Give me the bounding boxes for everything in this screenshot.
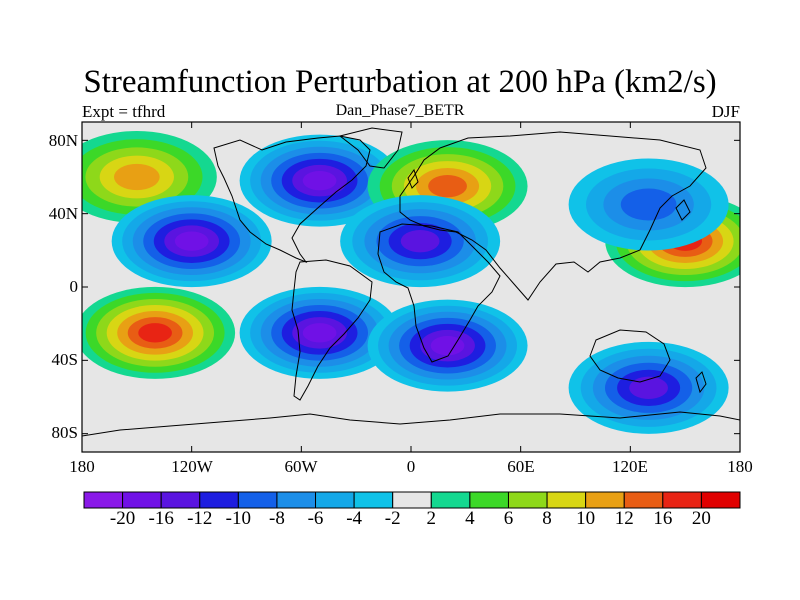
colorbar-label-4: -8 — [269, 508, 285, 529]
colorbar-label-7: -2 — [384, 508, 401, 529]
lat-label-0: 0 — [69, 277, 79, 296]
new-zealand-coast — [695, 371, 707, 394]
field-contour-8-6 — [302, 323, 337, 343]
colorbar-label-2: -12 — [187, 508, 213, 529]
south-america-coast — [291, 259, 373, 401]
colorbar-label-0: -20 — [109, 508, 136, 529]
north-america-coast — [213, 135, 371, 264]
lat-label-80n: 80N — [48, 131, 78, 150]
antarctica-coast — [82, 411, 740, 437]
lon-label-60e: 60E — [507, 457, 535, 476]
colorbar-box-13 — [585, 491, 625, 509]
plot-title: Streamfunction Perturbation at 200 hPa (… — [83, 64, 717, 100]
colorbar-box-14 — [623, 491, 664, 509]
field-contour-7-6 — [138, 323, 172, 343]
colorbar-label-6: -4 — [346, 508, 363, 529]
case-label: Dan_Phase7_BETR — [335, 102, 465, 119]
colorbar-label-13: 12 — [614, 508, 634, 529]
field-contour-0-4 — [113, 163, 160, 191]
colorbar-label-11: 8 — [542, 508, 552, 529]
colorbar-box-6 — [315, 491, 355, 509]
colorbar-box-12 — [546, 491, 587, 509]
colorbar-box-8 — [392, 491, 432, 509]
colorbar-box-16 — [700, 491, 741, 509]
colorbar-label-15: 20 — [691, 508, 711, 529]
field-contour-10-5 — [629, 376, 669, 399]
coastlines — [82, 127, 740, 437]
experiment-label: Expt = tfhrd — [82, 102, 166, 121]
field-contour-6-3 — [620, 188, 677, 221]
lat-label-80s: 80S — [51, 423, 78, 442]
australia-coast — [589, 329, 671, 383]
field-contour-1-6 — [174, 231, 209, 251]
colorbar-box-7 — [353, 491, 394, 509]
colorbar-label-12: 10 — [576, 508, 596, 529]
lon-label-60w: 60W — [284, 457, 318, 476]
field-contour-3-5 — [428, 175, 467, 198]
field-contour-4-5 — [400, 230, 440, 253]
uk-coast — [407, 168, 419, 189]
colorbar-label-5: -6 — [307, 508, 324, 529]
eurasia-coast — [399, 131, 707, 301]
colorbar-label-9: 4 — [465, 508, 475, 529]
colorbar-box-11 — [507, 491, 548, 509]
colorbar-box-9 — [430, 491, 471, 509]
colorbar-box-5 — [276, 491, 317, 509]
axis-ticks — [81, 122, 741, 452]
colorbar-label-14: 16 — [653, 508, 673, 529]
lon-label-180e: 180 — [727, 457, 753, 476]
lon-label-180w: 180 — [69, 457, 95, 476]
colorbar-label-1: -16 — [148, 508, 174, 529]
lon-label-120w: 120W — [171, 457, 213, 476]
colorbar-box-3 — [199, 491, 239, 509]
field-contour-9-6 — [430, 335, 465, 356]
colorbar-box-10 — [469, 491, 509, 509]
colorbar-box-0 — [83, 491, 124, 509]
colorbar-box-1 — [122, 491, 162, 509]
colorbar-box-4 — [237, 491, 278, 509]
streamfunction-field — [82, 131, 740, 434]
lon-label-0: 0 — [406, 457, 416, 476]
colorbar-label-10: 6 — [503, 508, 514, 529]
colorbar-label-8: 2 — [426, 508, 437, 529]
colorbar-label-3: -10 — [225, 508, 251, 529]
colorbar-box-2 — [160, 491, 201, 509]
colorbar — [83, 491, 741, 509]
field-contour-2-6 — [302, 170, 337, 191]
lat-label-40s: 40S — [51, 350, 78, 369]
lon-label-120e: 120E — [612, 457, 648, 476]
japan-coast — [675, 199, 691, 221]
lat-label-40n: 40N — [48, 204, 78, 223]
greenland-coast — [338, 127, 403, 169]
africa-coast — [377, 223, 501, 363]
colorbar-box-15 — [662, 491, 702, 509]
season-label: DJF — [711, 102, 740, 121]
